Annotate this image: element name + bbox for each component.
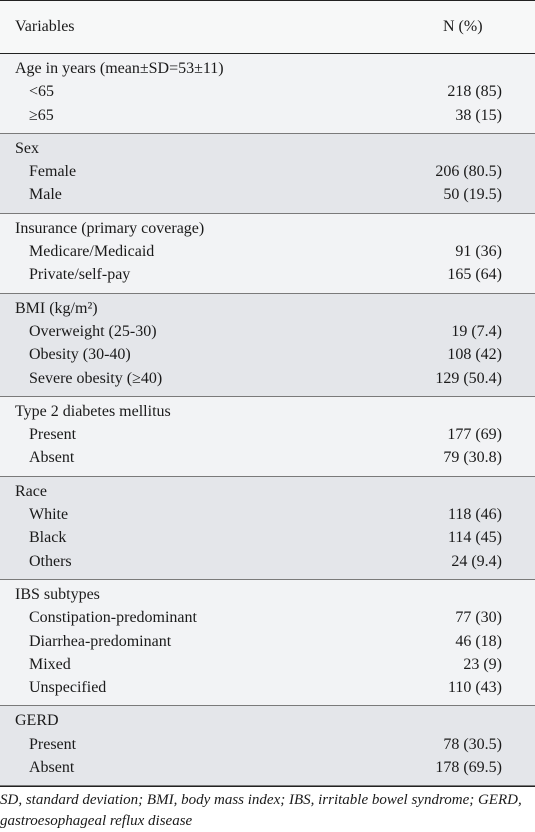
row-value: 78 (30.5) bbox=[443, 735, 502, 753]
group-title: Insurance (primary coverage) bbox=[15, 219, 205, 237]
table-row: Absent 79 (30.8) bbox=[0, 446, 535, 469]
row-value: 177 (69) bbox=[447, 426, 502, 444]
row-value: 206 (80.5) bbox=[435, 163, 502, 181]
table-row: Overweight (25-30) 19 (7.4) bbox=[0, 320, 535, 343]
row-label: Constipation-predominant bbox=[29, 609, 197, 627]
table-row: Medicare/Medicaid 91 (36) bbox=[0, 240, 535, 263]
row-label: Present bbox=[29, 735, 77, 753]
variable-group: Race White 118 (46) Black 114 (45) Others 24 (… bbox=[0, 476, 535, 580]
row-value: 110 (43) bbox=[447, 679, 502, 697]
header-n-percent: N (%) bbox=[443, 18, 483, 35]
table-header: Variables N (%) bbox=[0, 0, 535, 54]
table-body: Age in years (mean±SD=53±11) <65 218 (85) ≥… bbox=[0, 54, 535, 787]
table-row: Unspecified 110 (43) bbox=[0, 676, 535, 699]
table-row: Black 114 (45) bbox=[0, 526, 535, 549]
row-label: Absent bbox=[29, 449, 75, 467]
group-title: Race bbox=[15, 482, 47, 500]
table-row: Constipation-predominant 77 (30) bbox=[0, 606, 535, 629]
row-value: 165 (64) bbox=[447, 266, 502, 284]
group-title-row: Age in years (mean±SD=53±11) bbox=[0, 57, 535, 80]
group-title-row: Type 2 diabetes mellitus bbox=[0, 400, 535, 423]
row-value: 218 (85) bbox=[447, 83, 502, 101]
row-label: Diarrhea-predominant bbox=[29, 632, 172, 650]
table-row: White 118 (46) bbox=[0, 503, 535, 526]
row-value: 77 (30) bbox=[455, 609, 502, 627]
row-label: Overweight (25-30) bbox=[29, 322, 157, 340]
row-value: 108 (42) bbox=[447, 346, 502, 364]
table-row: Private/self-pay 165 (64) bbox=[0, 263, 535, 286]
group-title: Age in years (mean±SD=53±11) bbox=[15, 60, 224, 77]
variable-group: IBS subtypes Constipation-predominant 77 (… bbox=[0, 579, 535, 707]
variable-group: Insurance (primary coverage) Medicare/Med… bbox=[0, 213, 535, 294]
variable-group: Sex Female 206 (80.5) Male 50 (19.5) bbox=[0, 133, 535, 214]
table-row: Severe obesity (≥40) 129 (50.4) bbox=[0, 367, 535, 390]
table-row: Absent 178 (69.5) bbox=[0, 756, 535, 779]
row-label: Obesity (30-40) bbox=[29, 346, 131, 364]
table-row: Present 78 (30.5) bbox=[0, 733, 535, 756]
group-title: IBS subtypes bbox=[15, 585, 100, 603]
group-title-row: BMI (kg/m²) bbox=[0, 297, 535, 320]
table-footnote: SD, standard deviation; BMI, body mass i… bbox=[0, 786, 535, 832]
row-label: Private/self-pay bbox=[29, 266, 131, 284]
table-row: Present 177 (69) bbox=[0, 423, 535, 446]
row-value: 118 (46) bbox=[447, 506, 502, 524]
row-label: Black bbox=[29, 529, 67, 547]
row-label: Present bbox=[29, 426, 77, 444]
group-title-row: Insurance (primary coverage) bbox=[0, 217, 535, 240]
row-value: 50 (19.5) bbox=[443, 186, 502, 204]
table-row: Diarrhea-predominant 46 (18) bbox=[0, 630, 535, 653]
table-row: <65 218 (85) bbox=[0, 80, 535, 103]
table-row: Obesity (30-40) 108 (42) bbox=[0, 343, 535, 366]
variable-group: Age in years (mean±SD=53±11) <65 218 (85) ≥… bbox=[0, 54, 535, 134]
table-row: Mixed 23 (9) bbox=[0, 653, 535, 676]
row-label: Severe obesity (≥40) bbox=[29, 369, 163, 387]
table-row: Male 50 (19.5) bbox=[0, 183, 535, 206]
group-title-row: Race bbox=[0, 480, 535, 503]
row-label: ≥65 bbox=[29, 106, 54, 124]
group-title-row: GERD bbox=[0, 709, 535, 732]
row-label: Medicare/Medicaid bbox=[29, 243, 155, 261]
group-title: Type 2 diabetes mellitus bbox=[15, 402, 171, 420]
group-title-row: Sex bbox=[0, 137, 535, 160]
row-value: 23 (9) bbox=[463, 655, 502, 673]
variable-group: BMI (kg/m²) Overweight (25-30) 19 (7.4) Obe… bbox=[0, 293, 535, 397]
row-value: 129 (50.4) bbox=[435, 369, 502, 387]
row-value: 79 (30.8) bbox=[443, 449, 502, 467]
variable-group: Type 2 diabetes mellitus Present 177 (69) A… bbox=[0, 396, 535, 477]
row-value: 24 (9.4) bbox=[451, 552, 502, 570]
row-label: Female bbox=[29, 163, 77, 181]
row-value: 114 (45) bbox=[447, 529, 502, 547]
row-label: Mixed bbox=[29, 655, 71, 673]
row-label: Others bbox=[29, 552, 72, 570]
group-title: GERD bbox=[15, 712, 59, 730]
characteristics-table: Variables N (%) Age in years (mean±SD=53… bbox=[0, 0, 535, 787]
row-label: Unspecified bbox=[29, 679, 107, 697]
row-label: White bbox=[29, 506, 69, 524]
row-value: 46 (18) bbox=[455, 632, 502, 650]
row-label: Male bbox=[29, 186, 62, 204]
row-value: 38 (15) bbox=[455, 106, 502, 124]
table-row: Others 24 (9.4) bbox=[0, 550, 535, 573]
header-variables: Variables bbox=[15, 18, 75, 35]
table-row: Female 206 (80.5) bbox=[0, 160, 535, 183]
row-value: 19 (7.4) bbox=[451, 322, 502, 340]
row-value: 178 (69.5) bbox=[435, 759, 502, 777]
group-title: Sex bbox=[15, 139, 39, 157]
group-title-row: IBS subtypes bbox=[0, 583, 535, 606]
variable-group: GERD Present 78 (30.5) Absent 178 (69.5) bbox=[0, 706, 535, 787]
row-label: <65 bbox=[29, 83, 55, 101]
group-title: BMI (kg/m²) bbox=[15, 299, 98, 317]
table-row: ≥65 38 (15) bbox=[0, 104, 535, 127]
row-label: Absent bbox=[29, 759, 75, 777]
row-value: 91 (36) bbox=[455, 243, 502, 261]
